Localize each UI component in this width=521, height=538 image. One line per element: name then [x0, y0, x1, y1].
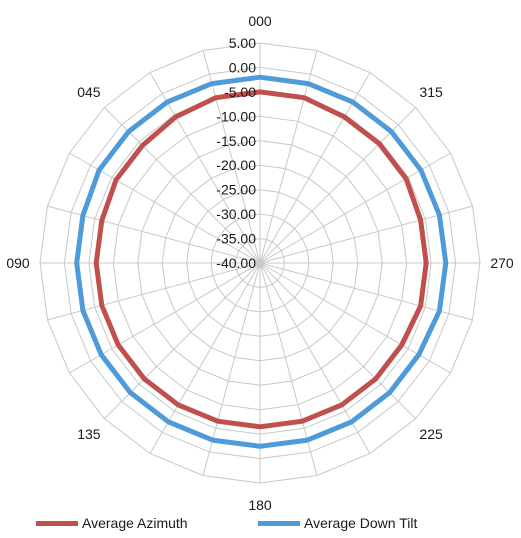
angle-label: 045: [77, 84, 101, 100]
series-layer: [74, 74, 449, 449]
radial-tick-label: -5.00: [224, 84, 256, 100]
radial-tick-label: -40.00: [216, 255, 256, 271]
grid: [39, 42, 481, 484]
angle-label: 180: [248, 497, 272, 513]
angle-labels: 000 045 090 135 180 225 270 315: [6, 13, 514, 513]
angle-label: 225: [419, 426, 443, 442]
radial-tick-label: -15.00: [216, 133, 256, 149]
radial-tick-labels: 5.00 0.00 -5.00 -10.00 -15.00 -20.00 -25.00 -30…: [216, 35, 256, 271]
radial-tick-label: -30.00: [216, 206, 256, 222]
radar-chart-svg: 5.00 0.00 -5.00 -10.00 -15.00 -20.00 -25.00 -30…: [6, 13, 514, 513]
legend-label-azimuth: Average Azimuth: [82, 515, 188, 531]
legend-item-azimuth: Average Azimuth: [36, 515, 188, 531]
legend-swatch-azimuth: [36, 520, 78, 526]
grid-spoke: [259, 262, 416, 419]
series-line-average-down-tilt: [74, 74, 449, 449]
angle-label: 270: [490, 255, 514, 271]
legend-item-down-tilt: Average Down Tilt: [258, 515, 417, 531]
radial-tick-label: -35.00: [216, 231, 256, 247]
angle-label: 315: [419, 84, 443, 100]
legend-label-down-tilt: Average Down Tilt: [304, 515, 418, 531]
angle-label: 000: [248, 13, 272, 29]
grid-spoke: [104, 262, 261, 419]
angle-label: 135: [77, 426, 101, 442]
radial-tick-label: -25.00: [216, 182, 256, 198]
radial-tick-label: -20.00: [216, 157, 256, 173]
series-line-average-azimuth: [93, 89, 429, 430]
radial-tick-label: 0.00: [229, 59, 256, 75]
legend-swatch-down-tilt: [258, 520, 300, 526]
radial-tick-label: 5.00: [229, 35, 256, 51]
legend: Average Azimuth Average Down Tilt: [0, 515, 521, 537]
radial-tick-label: -10.00: [216, 108, 256, 124]
angle-label: 090: [6, 255, 30, 271]
